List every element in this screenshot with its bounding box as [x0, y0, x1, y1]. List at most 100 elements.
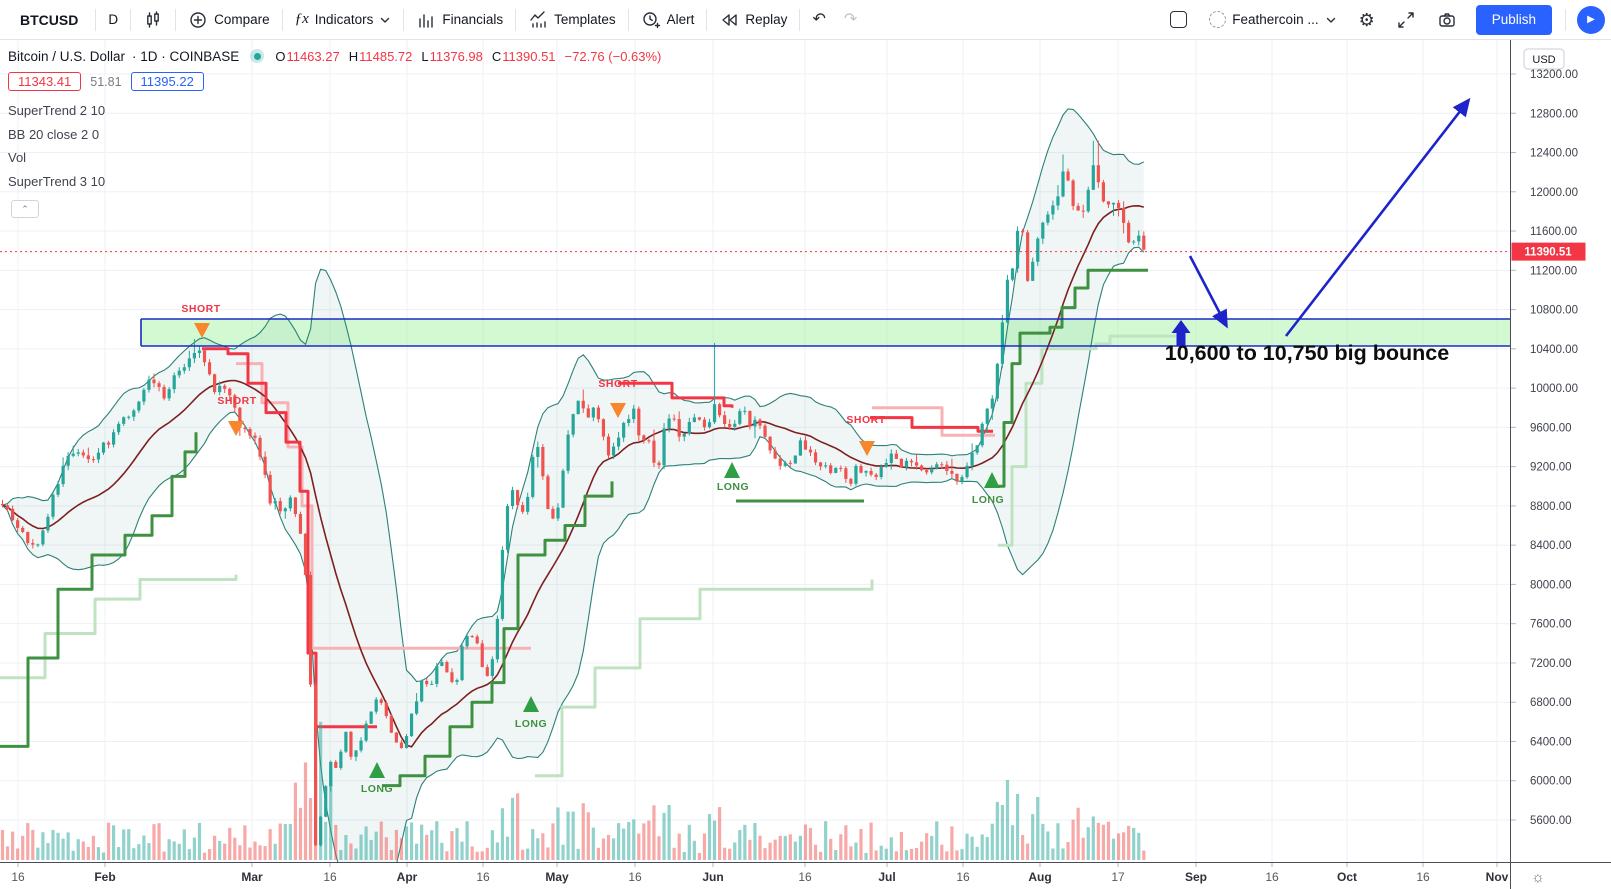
- svg-text:SHORT: SHORT: [181, 303, 220, 315]
- volume-bars: [0, 721, 1146, 860]
- time-axis[interactable]: 16 Feb Mar 16 Apr 16 May 16 Jun 16 Jul 16 Aug 17 Sep 16…: [11, 863, 1545, 886]
- svg-text:SHORT: SHORT: [846, 414, 885, 426]
- divider: [95, 8, 97, 31]
- redo-button[interactable]: ↷: [843, 10, 858, 28]
- indicators-label: Indicators: [314, 12, 374, 27]
- candlestick-icon: [147, 10, 159, 28]
- financials-button[interactable]: Financials: [407, 5, 512, 35]
- last-price-tag: [1511, 242, 1586, 261]
- indicator-row-bb[interactable]: BB 20 close 2 0: [8, 126, 100, 142]
- interval-button[interactable]: D: [108, 12, 119, 27]
- time-axis-settings-icon[interactable]: ☼: [1531, 869, 1545, 886]
- replay-icon: [722, 13, 738, 26]
- cloud-icon: [1209, 11, 1227, 28]
- support-band-borders[interactable]: [140, 318, 1511, 347]
- svg-text:7200.00: 7200.00: [1530, 658, 1572, 670]
- indicator-row-vol[interactable]: Vol: [8, 150, 27, 165]
- svg-text:SHORT: SHORT: [217, 395, 256, 407]
- price-axis[interactable]: 13200.00 12800.00 12400.00 12000.00 11600.00…: [1511, 48, 1586, 827]
- svg-text:16: 16: [1416, 870, 1430, 884]
- indicator-row-supertrend3[interactable]: SuperTrend 3 10: [8, 173, 106, 189]
- svg-text:12800.00: 12800.00: [1530, 108, 1578, 120]
- divider: [1565, 8, 1566, 31]
- svg-text:10,600 to 10,750 big bounce: 10,600 to 10,750 big bounce: [1165, 341, 1449, 365]
- svg-text:16: 16: [956, 870, 970, 884]
- bid-price[interactable]: 11343.41: [8, 72, 82, 91]
- change-value: −72.76 (−0.63%): [564, 48, 662, 64]
- legend-title: Bitcoin / U.S. Dollar: [8, 48, 126, 64]
- svg-text:10400.00: 10400.00: [1530, 344, 1578, 356]
- indicator-row-supertrend2[interactable]: SuperTrend 2 10: [8, 103, 106, 118]
- svg-text:LONG: LONG: [972, 494, 1004, 506]
- divider: [281, 8, 283, 31]
- compare-button[interactable]: Compare: [179, 5, 279, 35]
- svg-text:9200.00: 9200.00: [1530, 462, 1572, 474]
- svg-text:5600.00: 5600.00: [1530, 815, 1572, 827]
- signal-markers: SHORT SHORT SHORT SHORT LONG LONG LONG LONG: [181, 303, 1004, 795]
- svg-text:17: 17: [1111, 870, 1125, 884]
- svg-text:16: 16: [323, 870, 337, 884]
- svg-text:13200.00: 13200.00: [1530, 69, 1578, 81]
- legend-collapse-button[interactable]: ⌃: [11, 200, 39, 218]
- alert-button[interactable]: Alert: [632, 5, 704, 35]
- undo-button[interactable]: ↶: [812, 10, 826, 28]
- svg-text:16: 16: [1265, 870, 1279, 884]
- svg-text:10000.00: 10000.00: [1530, 383, 1578, 395]
- support-band-fill[interactable]: [141, 319, 1511, 346]
- svg-text:Oct: Oct: [1337, 870, 1357, 884]
- svg-text:Nov: Nov: [1486, 870, 1509, 884]
- svg-text:6000.00: 6000.00: [1530, 776, 1572, 788]
- svg-text:7600.00: 7600.00: [1530, 619, 1572, 631]
- fullscreen-button[interactable]: [1388, 5, 1424, 35]
- snapshot-button[interactable]: [1428, 5, 1466, 35]
- svg-text:USD: USD: [1532, 54, 1555, 66]
- replay-button[interactable]: Replay: [710, 5, 796, 35]
- spread-value: 51.81: [90, 74, 122, 89]
- svg-text:8000.00: 8000.00: [1530, 579, 1572, 591]
- svg-text:Apr: Apr: [397, 870, 418, 884]
- divider: [515, 8, 517, 31]
- layout-name-label: Feathercoin ...: [1232, 12, 1319, 27]
- layout-select-button[interactable]: [1161, 5, 1196, 35]
- ask-price[interactable]: 11395.22: [130, 72, 204, 91]
- financials-label: Financials: [442, 12, 504, 27]
- svg-text:16: 16: [628, 870, 642, 884]
- svg-text:May: May: [545, 870, 569, 884]
- publish-button[interactable]: Publish: [1475, 4, 1552, 35]
- svg-text:Aug: Aug: [1028, 870, 1051, 884]
- symbol-button[interactable]: BTCUSD: [20, 11, 79, 28]
- svg-text:12000.00: 12000.00: [1530, 187, 1578, 199]
- financials-icon: [419, 13, 434, 28]
- svg-text:11600.00: 11600.00: [1530, 226, 1577, 238]
- svg-text:6800.00: 6800.00: [1530, 697, 1572, 709]
- replay-label: Replay: [745, 12, 788, 27]
- templates-button[interactable]: Templates: [519, 5, 625, 35]
- svg-text:10800.00: 10800.00: [1530, 305, 1578, 317]
- chevron-down-icon: [381, 17, 390, 23]
- layout-icon: [1170, 11, 1188, 28]
- chart-style-button[interactable]: [134, 5, 172, 35]
- svg-text:11200.00: 11200.00: [1530, 265, 1577, 277]
- market-status-icon[interactable]: [250, 49, 265, 63]
- alert-label: Alert: [666, 12, 695, 27]
- cloud-layout-button[interactable]: Feathercoin ...: [1200, 5, 1345, 35]
- settings-button[interactable]: ⚙: [1358, 9, 1375, 30]
- bid-ask-row: 11343.41 51.81 11395.22: [8, 72, 661, 91]
- publish-idea-play-button[interactable]: ▶: [1577, 5, 1605, 34]
- indicators-button[interactable]: ƒx Indicators: [286, 5, 401, 35]
- svg-text:LONG: LONG: [717, 481, 749, 493]
- divider: [799, 8, 801, 31]
- svg-text:16: 16: [798, 870, 812, 884]
- fullscreen-icon: [1398, 11, 1414, 28]
- annotation-drawings[interactable]: 10,600 to 10,750 big bounce: [1165, 97, 1471, 365]
- svg-text:9600.00: 9600.00: [1530, 422, 1572, 434]
- divider: [403, 8, 405, 31]
- fx-icon: ƒx: [294, 11, 309, 27]
- svg-text:LONG: LONG: [361, 783, 393, 795]
- svg-text:16: 16: [476, 870, 490, 884]
- candles: [0, 140, 1146, 847]
